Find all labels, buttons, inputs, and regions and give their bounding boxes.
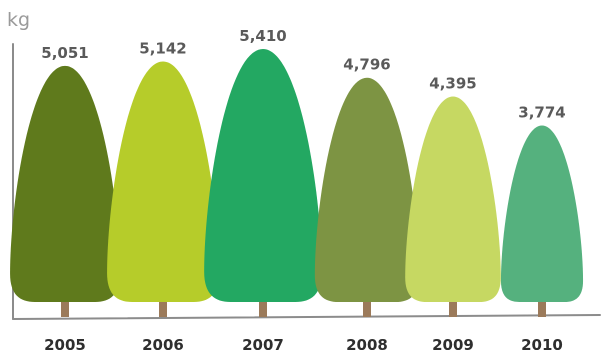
tree-trunk: [363, 298, 371, 317]
tree-trunk: [259, 298, 267, 317]
data-label: 5,410: [239, 27, 286, 45]
y-axis-unit-label: kg: [7, 9, 30, 31]
tree-bar-2009: 4,395 2009: [405, 74, 501, 354]
tree-canopy-bar: [500, 125, 584, 302]
tree-bar-2007: 5,410 2007: [204, 27, 322, 354]
data-label: 5,051: [41, 44, 88, 62]
tree-canopy-bar: [314, 77, 420, 302]
data-label: 4,796: [343, 56, 390, 74]
tree-trunk: [159, 298, 167, 317]
tree-trunk: [538, 298, 546, 317]
x-tick-label: 2010: [521, 336, 563, 354]
x-tick-label: 2007: [242, 336, 284, 354]
x-tick-label: 2009: [432, 336, 474, 354]
tree-bar-2006: 5,142 2006: [107, 40, 219, 354]
x-tick-label: 2005: [44, 336, 86, 354]
x-tick-label: 2008: [346, 336, 388, 354]
data-label: 4,395: [429, 74, 476, 92]
tree-bar-2005: 5,051 2005: [10, 44, 120, 354]
tree-canopy-bar: [107, 61, 219, 302]
data-label: 5,142: [139, 40, 186, 58]
x-axis-line: [12, 314, 601, 320]
chart-marks: 5,051 2005 5,142 2006 5,410 2007 4,796 2008 4,39…: [10, 27, 584, 354]
data-label: 3,774: [518, 104, 565, 122]
x-tick-label: 2006: [142, 336, 184, 354]
tree-canopy-bar: [204, 49, 322, 303]
tree-canopy-bar: [405, 96, 501, 302]
tree-bar-2008: 4,796 2008: [314, 56, 420, 354]
tree-canopy-bar: [10, 65, 120, 302]
tree-bar-2010: 3,774 2010: [500, 104, 584, 354]
tree-trunk: [449, 298, 457, 317]
tree-trunk: [61, 298, 69, 317]
